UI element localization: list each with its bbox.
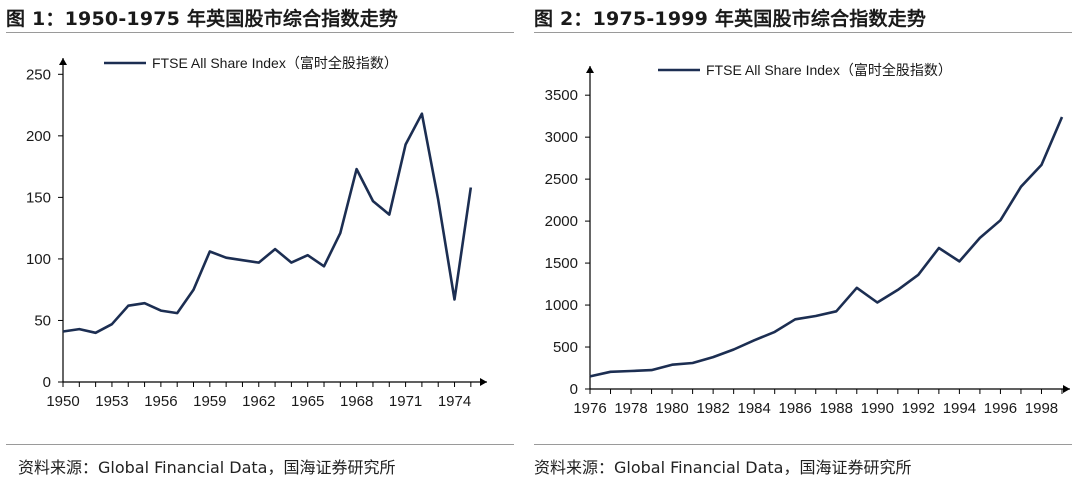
x-tick-label: 1988 xyxy=(820,400,853,417)
x-tick-label: 1959 xyxy=(193,393,226,410)
x-tick-label: 1992 xyxy=(902,400,935,417)
y-tick-label: 500 xyxy=(553,339,578,356)
x-tick-label: 1998 xyxy=(1025,400,1058,417)
x-tick-label: 1976 xyxy=(573,400,606,417)
x-tick-label: 1980 xyxy=(655,400,688,417)
x-tick-label: 1968 xyxy=(340,393,373,410)
y-axis-arrow xyxy=(586,66,594,73)
y-tick-label: 100 xyxy=(26,251,51,268)
x-axis-arrow xyxy=(1063,385,1070,393)
x-tick-label: 1953 xyxy=(95,393,128,410)
y-tick-label: 1000 xyxy=(545,297,578,314)
figure-1-source: 资料来源：Global Financial Data，国海证券研究所 xyxy=(18,458,396,477)
y-tick-label: 0 xyxy=(43,374,51,391)
y-tick-label: 150 xyxy=(26,189,51,206)
x-tick-label: 1996 xyxy=(984,400,1017,417)
y-tick-label: 50 xyxy=(34,312,51,329)
y-tick-label: 200 xyxy=(26,128,51,145)
x-tick-label: 1950 xyxy=(46,393,79,410)
y-tick-label: 2000 xyxy=(545,213,578,230)
figure-1-title: 图 1：1950-1975 年英国股市综合指数走势 xyxy=(6,8,399,30)
x-tick-label: 1978 xyxy=(614,400,647,417)
x-tick-label: 1956 xyxy=(144,393,177,410)
x-axis-arrow xyxy=(480,378,487,386)
figure-2-source-rule xyxy=(534,444,1072,445)
figure-2-source: 资料来源：Global Financial Data，国海证券研究所 xyxy=(534,458,912,477)
figure-2-panel: 图 2：1975-1999 年英国股市综合指数走势 0 500 1000 1500 20… xyxy=(528,0,1080,478)
figure-1-panel: 图 1：1950-1975 年英国股市综合指数走势 0 50 100 150 200 25… xyxy=(0,0,520,478)
y-tick-label: 0 xyxy=(570,381,578,398)
x-tick-label: 1990 xyxy=(861,400,894,417)
x-tick-label: 1984 xyxy=(737,400,770,417)
figure-1-title-rule xyxy=(6,32,514,33)
x-tick-label: 1986 xyxy=(779,400,812,417)
figure-1-source-rule xyxy=(6,444,514,445)
x-tick-label: 1982 xyxy=(696,400,729,417)
figure-1-chart: 0 50 100 150 200 250 1950 1953 1956 1959 1962 1965 1… xyxy=(26,55,487,410)
x-tick-label: 1971 xyxy=(389,393,422,410)
x-tick-label: 1994 xyxy=(943,400,976,417)
series-line xyxy=(589,116,1064,378)
series-line xyxy=(62,112,473,335)
y-tick-label: 2500 xyxy=(545,171,578,188)
y-tick-label: 3000 xyxy=(545,129,578,146)
legend-label: FTSE All Share Index（富时全股指数） xyxy=(152,55,398,71)
y-tick-label: 3500 xyxy=(545,87,578,104)
legend-label: FTSE All Share Index（富时全股指数） xyxy=(706,62,952,78)
figure-2-title-rule xyxy=(534,32,1072,33)
x-tick-label: 1962 xyxy=(242,393,275,410)
y-tick-label: 250 xyxy=(26,66,51,83)
figure-2-title: 图 2：1975-1999 年英国股市综合指数走势 xyxy=(534,8,927,30)
y-tick-label: 1500 xyxy=(545,255,578,272)
figure-2-chart: 0 500 1000 1500 2000 2500 3000 3500 1976 1978 1980… xyxy=(545,62,1070,417)
x-tick-label: 1974 xyxy=(438,393,471,410)
x-tick-label: 1965 xyxy=(291,393,324,410)
y-axis-arrow xyxy=(59,58,67,65)
